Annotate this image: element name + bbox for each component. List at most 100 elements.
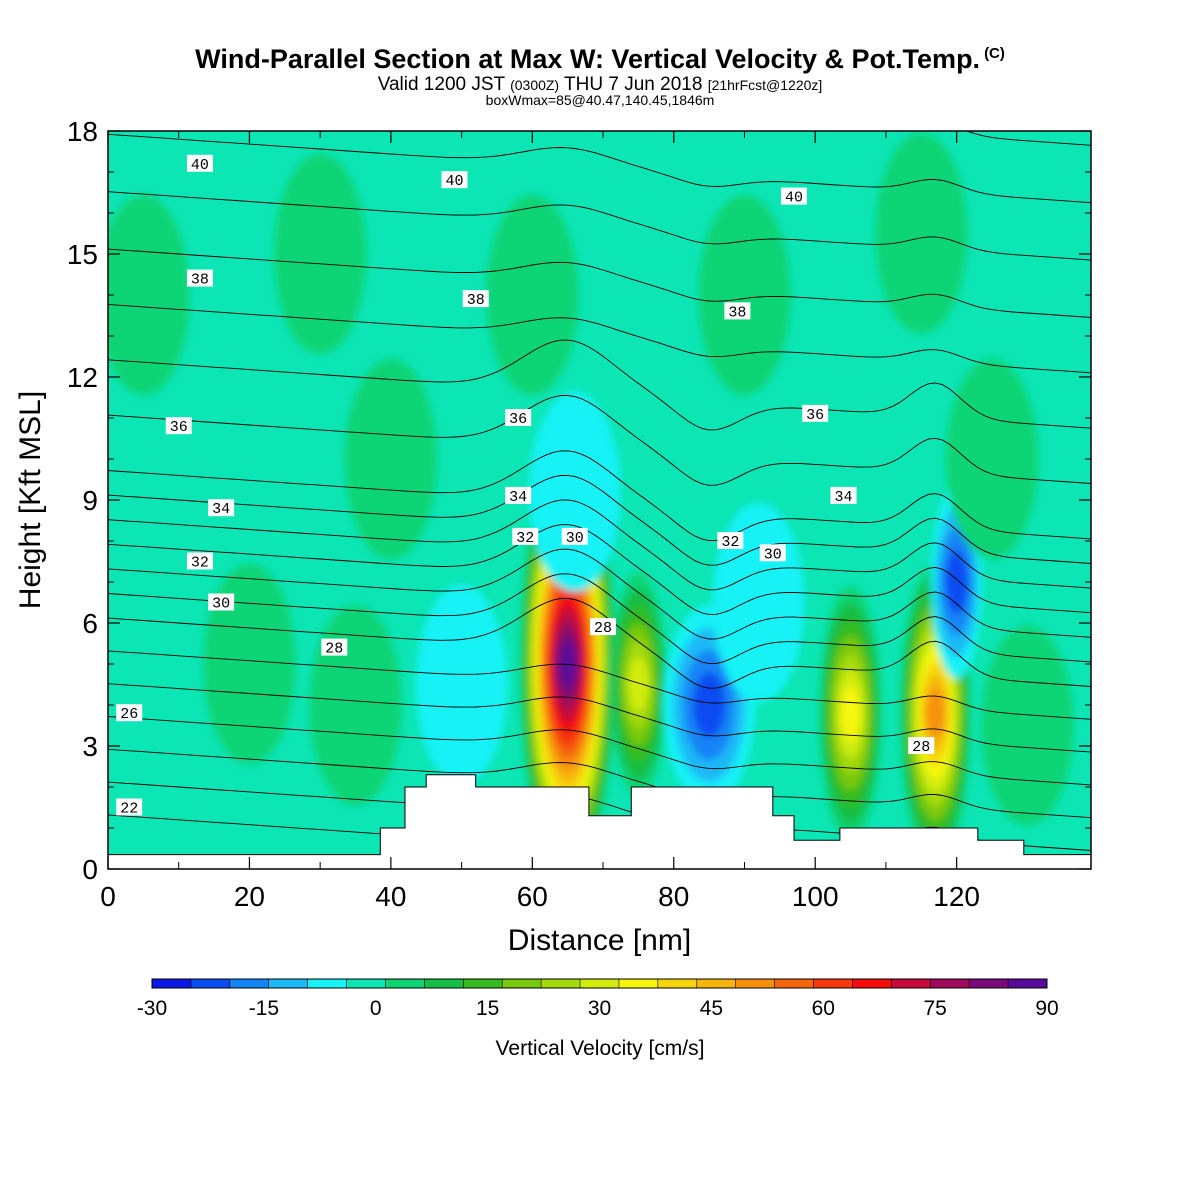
chart-title: Wind-Parallel Section at Max W: Vertical… — [195, 44, 1005, 74]
chart-subtitle: Valid 1200 JST (0300Z) THU 7 Jun 2018 [2… — [0, 74, 1200, 96]
forecast-info: [21hrFcst@1220z] — [707, 77, 823, 93]
w-contour-14-0 — [698, 195, 791, 395]
x-tick-label-6: 120 — [933, 881, 980, 912]
theta-label-box-20 — [908, 737, 935, 754]
theta-line-30 — [108, 548, 1091, 640]
colorbar-swatch-7 — [424, 979, 464, 988]
theta-label-box-12 — [186, 552, 213, 570]
theta-label-box-16 — [561, 527, 588, 545]
theta-label-box-17 — [759, 544, 786, 562]
theta-label-box-21 — [116, 704, 143, 722]
w-contour-5-3 — [945, 550, 968, 614]
colorbar-swatch-0 — [152, 979, 192, 988]
colorbar-swatch-8 — [463, 979, 503, 988]
theta-label-7: 36 — [509, 411, 527, 428]
colorbar-label: Vertical Velocity [cm/s] — [495, 1037, 705, 1060]
theta-line-28 — [108, 597, 1091, 689]
w-contour-9-0 — [203, 564, 296, 764]
y-tick-label-5: 15 — [67, 239, 98, 270]
theta-line-33 — [108, 474, 1091, 566]
y-axis-label: Height [Kft MSL] — [14, 391, 47, 609]
colorbar-tick-label-2: 0 — [370, 997, 382, 1020]
y-tick-label-4: 12 — [67, 362, 98, 393]
theta-label-4: 38 — [467, 292, 485, 309]
theta-line-35 — [108, 395, 1091, 486]
valid-time: Valid 1200 JST — [377, 74, 505, 95]
theta-line-25 — [108, 716, 1091, 786]
colorbar-tick-label-7: 75 — [923, 997, 946, 1020]
theta-label-14: 32 — [721, 534, 739, 551]
colorbar-swatch-6 — [385, 979, 425, 988]
colorbar-frame — [151, 978, 1048, 989]
theta-label-box-2 — [780, 187, 807, 205]
valid-date: THU 7 Jun 2018 — [564, 74, 703, 95]
theta-label-17: 30 — [764, 546, 782, 563]
theta-label-0: 40 — [191, 157, 209, 174]
theta-label-15: 30 — [212, 596, 230, 613]
theta-label-21: 26 — [120, 706, 138, 723]
theta-label-box-18 — [321, 638, 348, 656]
w-contour-3-6 — [840, 686, 861, 740]
y-tick-label-0: 0 — [82, 854, 98, 885]
colorbar-swatch-3 — [268, 979, 309, 988]
theta-label-box-1 — [441, 171, 468, 189]
theta-label-box-5 — [724, 302, 751, 320]
colorbar-swatch-10 — [541, 979, 581, 988]
theta-label-9: 34 — [212, 501, 230, 518]
theta-label-12: 32 — [191, 555, 209, 572]
w-contour-11-0 — [108, 195, 190, 395]
colorbar-tick-label-3: 15 — [476, 997, 499, 1020]
chart-title-tag: (C) — [984, 45, 1005, 62]
w-contour-13-0 — [486, 195, 579, 395]
theta-label-box-3 — [186, 269, 213, 287]
colorbar-swatch-17 — [813, 979, 853, 988]
theta-label-10: 34 — [509, 489, 527, 506]
theta-label-3: 38 — [191, 272, 209, 289]
w-contour-17-0 — [981, 625, 1074, 826]
w-contour-18-0 — [344, 359, 437, 559]
theta-label-16: 30 — [566, 530, 584, 547]
colorbar-tick-label-1: -15 — [249, 997, 279, 1020]
theta-label-box-11 — [830, 486, 857, 504]
theta-label-13: 32 — [516, 530, 534, 547]
theta-line-34 — [108, 450, 1091, 542]
theta-line-38 — [108, 248, 1091, 318]
theta-label-box-6 — [165, 417, 192, 435]
colorbar-tick-label-0: -30 — [137, 997, 167, 1020]
theta-line-39 — [108, 191, 1091, 261]
theta-line-40 — [108, 133, 1091, 204]
theta-line-24 — [108, 748, 1091, 819]
theta-label-2: 40 — [785, 190, 803, 207]
colorbar-swatch-11 — [580, 979, 620, 988]
theta-label-5: 38 — [728, 304, 746, 321]
colorbar-swatch-22 — [1008, 979, 1048, 988]
theta-label-11: 34 — [834, 489, 852, 506]
x-tick-label-0: 0 — [100, 881, 116, 912]
colorbar-tick-label-5: 45 — [700, 997, 723, 1020]
theta-line-27 — [108, 650, 1091, 720]
theta-line-26 — [108, 683, 1091, 753]
theta-label-box-19 — [590, 618, 617, 636]
theta-label-box-7 — [505, 409, 532, 426]
colorbar-swatch-21 — [969, 979, 1009, 988]
colorbar-swatch-1 — [190, 979, 231, 988]
w-contour-16-0 — [945, 359, 1038, 559]
colorbar-swatch-12 — [618, 979, 659, 988]
box-wmax-info: boxWmax=85@40.47,140.45,1846m — [485, 92, 715, 108]
theta-label-box-15 — [208, 593, 235, 611]
colorbar-swatch-18 — [852, 979, 892, 988]
terrain — [108, 774, 1091, 869]
w-contour-2-3 — [693, 672, 726, 738]
w-contour-8-0 — [528, 391, 621, 592]
theta-label-18: 28 — [325, 641, 343, 658]
theta-label-box-22 — [116, 798, 143, 816]
w-contour-15-0 — [875, 133, 968, 334]
theta-label-19: 28 — [594, 620, 612, 637]
theta-line-23 — [108, 781, 1091, 851]
colorbar-swatch-9 — [502, 979, 542, 988]
y-tick-label-1: 3 — [82, 731, 98, 762]
x-tick-label-2: 40 — [375, 881, 406, 912]
colorbar-swatch-19 — [891, 979, 931, 988]
theta-line-37 — [108, 303, 1091, 374]
